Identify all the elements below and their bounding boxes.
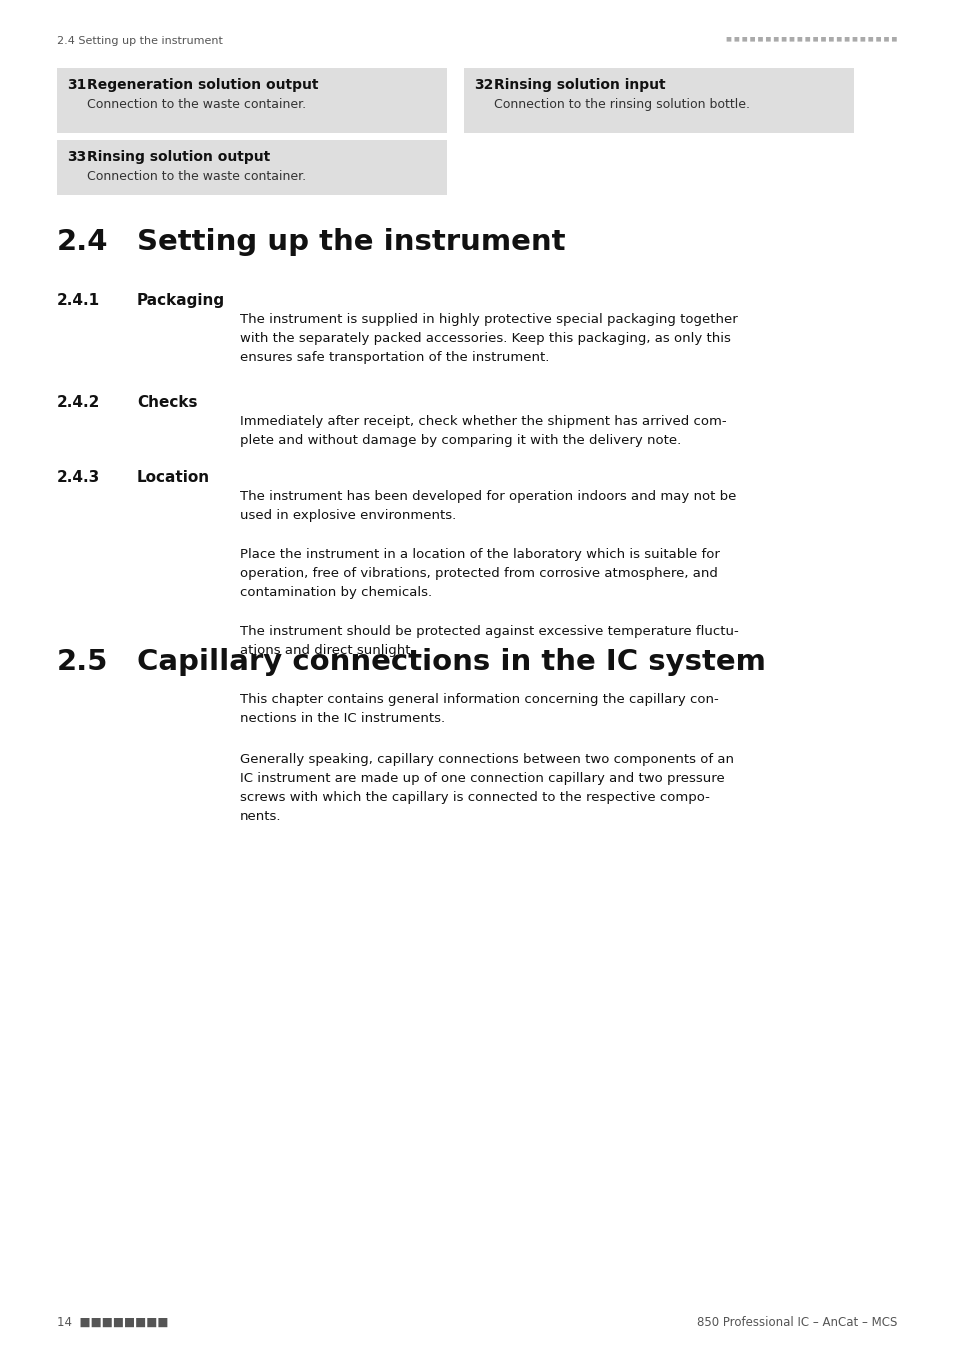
- Text: Rinsing solution input: Rinsing solution input: [494, 78, 665, 92]
- Text: Connection to the waste container.: Connection to the waste container.: [87, 99, 306, 111]
- Text: The instrument should be protected against excessive temperature fluctu-
ations : The instrument should be protected again…: [240, 625, 738, 657]
- Text: Rinsing solution output: Rinsing solution output: [87, 150, 270, 163]
- Text: Regeneration solution output: Regeneration solution output: [87, 78, 318, 92]
- Text: 14  ■■■■■■■■: 14 ■■■■■■■■: [57, 1316, 169, 1328]
- Text: Capillary connections in the IC system: Capillary connections in the IC system: [137, 648, 765, 676]
- Text: 2.4.2: 2.4.2: [57, 396, 100, 410]
- Text: Checks: Checks: [137, 396, 197, 410]
- Text: This chapter contains general information concerning the capillary con-
nections: This chapter contains general informatio…: [240, 693, 718, 725]
- Bar: [57, 68, 447, 134]
- Text: Place the instrument in a location of the laboratory which is suitable for
opera: Place the instrument in a location of th…: [240, 548, 720, 599]
- Bar: [463, 68, 853, 134]
- Text: 31: 31: [67, 78, 87, 92]
- Text: 2.4.3: 2.4.3: [57, 470, 100, 485]
- Text: Immediately after receipt, check whether the shipment has arrived com-
plete and: Immediately after receipt, check whether…: [240, 414, 726, 447]
- Text: 2.4: 2.4: [57, 228, 109, 256]
- Text: Setting up the instrument: Setting up the instrument: [137, 228, 565, 256]
- Text: Generally speaking, capillary connections between two components of an
IC instru: Generally speaking, capillary connection…: [240, 753, 733, 824]
- Text: 2.4 Setting up the instrument: 2.4 Setting up the instrument: [57, 36, 223, 46]
- Text: 32: 32: [474, 78, 493, 92]
- Text: The instrument has been developed for operation indoors and may not be
used in e: The instrument has been developed for op…: [240, 490, 736, 522]
- Text: 2.4.1: 2.4.1: [57, 293, 100, 308]
- Text: Connection to the rinsing solution bottle.: Connection to the rinsing solution bottl…: [494, 99, 749, 111]
- Text: Connection to the waste container.: Connection to the waste container.: [87, 170, 306, 184]
- Text: Packaging: Packaging: [137, 293, 225, 308]
- Bar: [57, 140, 447, 194]
- Text: 2.5: 2.5: [57, 648, 109, 676]
- Text: ■ ■ ■ ■ ■ ■ ■ ■ ■ ■ ■ ■ ■ ■ ■ ■ ■ ■ ■ ■ ■ ■: ■ ■ ■ ■ ■ ■ ■ ■ ■ ■ ■ ■ ■ ■ ■ ■ ■ ■ ■ ■ …: [725, 36, 896, 40]
- Text: 850 Professional IC – AnCat – MCS: 850 Professional IC – AnCat – MCS: [696, 1316, 896, 1328]
- Text: 33: 33: [67, 150, 86, 163]
- Text: Location: Location: [137, 470, 210, 485]
- Text: The instrument is supplied in highly protective special packaging together
with : The instrument is supplied in highly pro…: [240, 313, 737, 364]
